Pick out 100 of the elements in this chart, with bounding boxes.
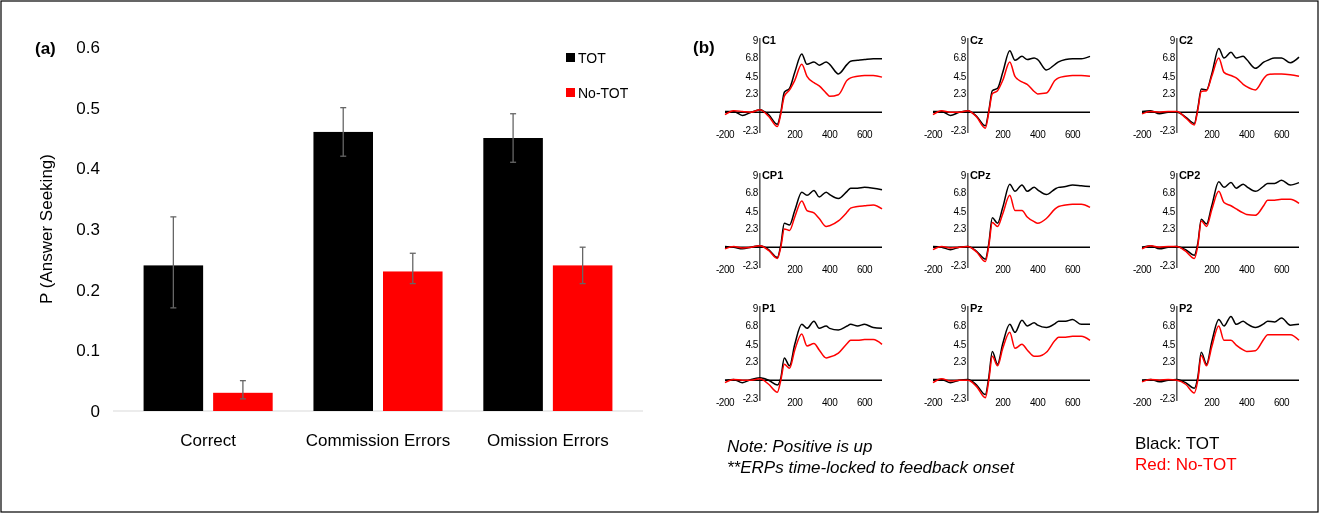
y-tick-label: -2.3 — [1159, 125, 1176, 137]
y-tick-label: 6.8 — [953, 320, 967, 332]
x-tick-label: 600 — [1273, 263, 1291, 275]
bar — [552, 265, 613, 411]
y-tick-label: -2.3 — [1159, 393, 1176, 405]
y-tick-label: 9 — [1169, 169, 1176, 181]
y-tick-label: -2.3 — [950, 393, 967, 405]
y-tick-label: 2.3 — [1162, 223, 1176, 235]
y-tick-label: 4.5 — [745, 338, 759, 350]
y-tick-label: 9 — [1169, 302, 1176, 314]
y-tick-label: 6.8 — [953, 187, 967, 199]
y-tick-label: 9 — [752, 34, 759, 46]
x-tick-label: 600 — [1064, 396, 1082, 408]
chart-title: C1 — [761, 34, 776, 46]
x-tick-label: 200 — [995, 396, 1012, 408]
legend-label: TOT — [578, 49, 607, 66]
y-tick-label: 2.3 — [1162, 88, 1176, 100]
x-tick-label: 400 — [1239, 396, 1256, 408]
chart-title: Cz — [969, 34, 984, 46]
y-tick-label: 0.4 — [76, 159, 100, 179]
y-tick-label: -2.3 — [950, 260, 967, 272]
y-tick-label: 4.5 — [1162, 338, 1176, 350]
x-tick-label: 600 — [856, 396, 874, 408]
y-tick-label: 2.3 — [953, 88, 967, 100]
y-tick-label: 4.5 — [953, 70, 967, 82]
x-tick-label: 400 — [1030, 263, 1047, 275]
x-tick-label: -200 — [1132, 128, 1152, 140]
y-tick-label: 0.6 — [76, 37, 100, 57]
x-tick-label: 200 — [787, 263, 804, 275]
y-tick-label: 6.8 — [745, 52, 759, 64]
text: **ERPs time-locked to feedback onset — [727, 458, 1016, 477]
bar — [143, 265, 204, 411]
y-tick-label: 2.3 — [745, 88, 759, 100]
x-tick-label: Commission Errors — [305, 431, 451, 450]
x-tick-label: 600 — [1064, 128, 1082, 140]
y-tick-label: 6.8 — [745, 320, 759, 332]
x-tick-label: -200 — [715, 128, 735, 140]
x-tick-label: Correct — [180, 431, 237, 450]
chart-title: CP2 — [1178, 169, 1201, 181]
x-tick-label: 400 — [1030, 128, 1047, 140]
chart-title: P1 — [761, 302, 776, 314]
y-tick-label: 0 — [90, 401, 100, 421]
chart-title: C2 — [1178, 34, 1193, 46]
chart-title: CPz — [969, 169, 992, 181]
x-tick-label: 400 — [1030, 396, 1047, 408]
y-tick-label: -2.3 — [742, 393, 759, 405]
bar — [213, 392, 273, 411]
x-tick-label: 600 — [1273, 128, 1291, 140]
x-tick-label: Omission Errors — [486, 431, 609, 450]
y-tick-label: 0.1 — [76, 341, 100, 361]
y-tick-label: 2.3 — [745, 223, 759, 235]
x-tick-label: 400 — [822, 263, 839, 275]
y-tick-label: 6.8 — [953, 52, 967, 64]
text: Black: TOT — [1135, 434, 1220, 453]
y-tick-label: 4.5 — [953, 338, 967, 350]
chart-title: CP1 — [761, 169, 784, 181]
y-tick-label: 4.5 — [1162, 70, 1176, 82]
x-tick-label: 400 — [822, 128, 839, 140]
chart-title: P2 — [1178, 302, 1193, 314]
x-tick-label: 200 — [1204, 128, 1221, 140]
y-tick-label: 0.5 — [76, 98, 100, 118]
text: Red: No-TOT — [1135, 455, 1237, 474]
bar — [383, 271, 443, 411]
y-tick-label: 6.8 — [745, 187, 759, 199]
bar — [313, 131, 373, 411]
x-tick-label: 200 — [995, 128, 1012, 140]
y-tick-label: 9 — [960, 169, 967, 181]
y-tick-label: 4.5 — [953, 205, 967, 217]
x-tick-label: 200 — [1204, 263, 1221, 275]
y-tick-label: 2.3 — [953, 356, 967, 368]
y-tick-label: 9 — [752, 169, 759, 181]
x-tick-label: 600 — [856, 128, 874, 140]
text: Note: Positive is up — [727, 437, 873, 456]
x-tick-label: 200 — [995, 263, 1012, 275]
chart-title: Pz — [969, 302, 984, 314]
y-tick-label: 4.5 — [745, 70, 759, 82]
y-tick-label: -2.3 — [1159, 260, 1176, 272]
y-tick-label: 2.3 — [745, 356, 759, 368]
y-axis-title: P (Answer Seeking) — [37, 154, 56, 304]
y-tick-label: 9 — [752, 302, 759, 314]
x-tick-label: 200 — [1204, 396, 1221, 408]
x-tick-label: -200 — [1132, 263, 1152, 275]
y-tick-label: 4.5 — [1162, 205, 1176, 217]
x-tick-label: 600 — [1064, 263, 1082, 275]
y-tick-label: -2.3 — [950, 125, 967, 137]
bar — [483, 138, 543, 411]
y-tick-label: 0.2 — [76, 280, 100, 300]
y-tick-label: 9 — [1169, 34, 1176, 46]
y-tick-label: 9 — [960, 302, 967, 314]
x-tick-label: 400 — [822, 396, 839, 408]
x-tick-label: 400 — [1239, 128, 1256, 140]
x-tick-label: -200 — [1132, 396, 1152, 408]
y-tick-label: -2.3 — [742, 125, 759, 137]
x-tick-label: 200 — [787, 396, 804, 408]
y-tick-label: 6.8 — [1162, 187, 1176, 199]
y-tick-label: 6.8 — [1162, 320, 1176, 332]
x-tick-label: -200 — [923, 263, 943, 275]
y-tick-label: 6.8 — [1162, 52, 1176, 64]
y-tick-label: 9 — [960, 34, 967, 46]
x-tick-label: -200 — [923, 396, 943, 408]
